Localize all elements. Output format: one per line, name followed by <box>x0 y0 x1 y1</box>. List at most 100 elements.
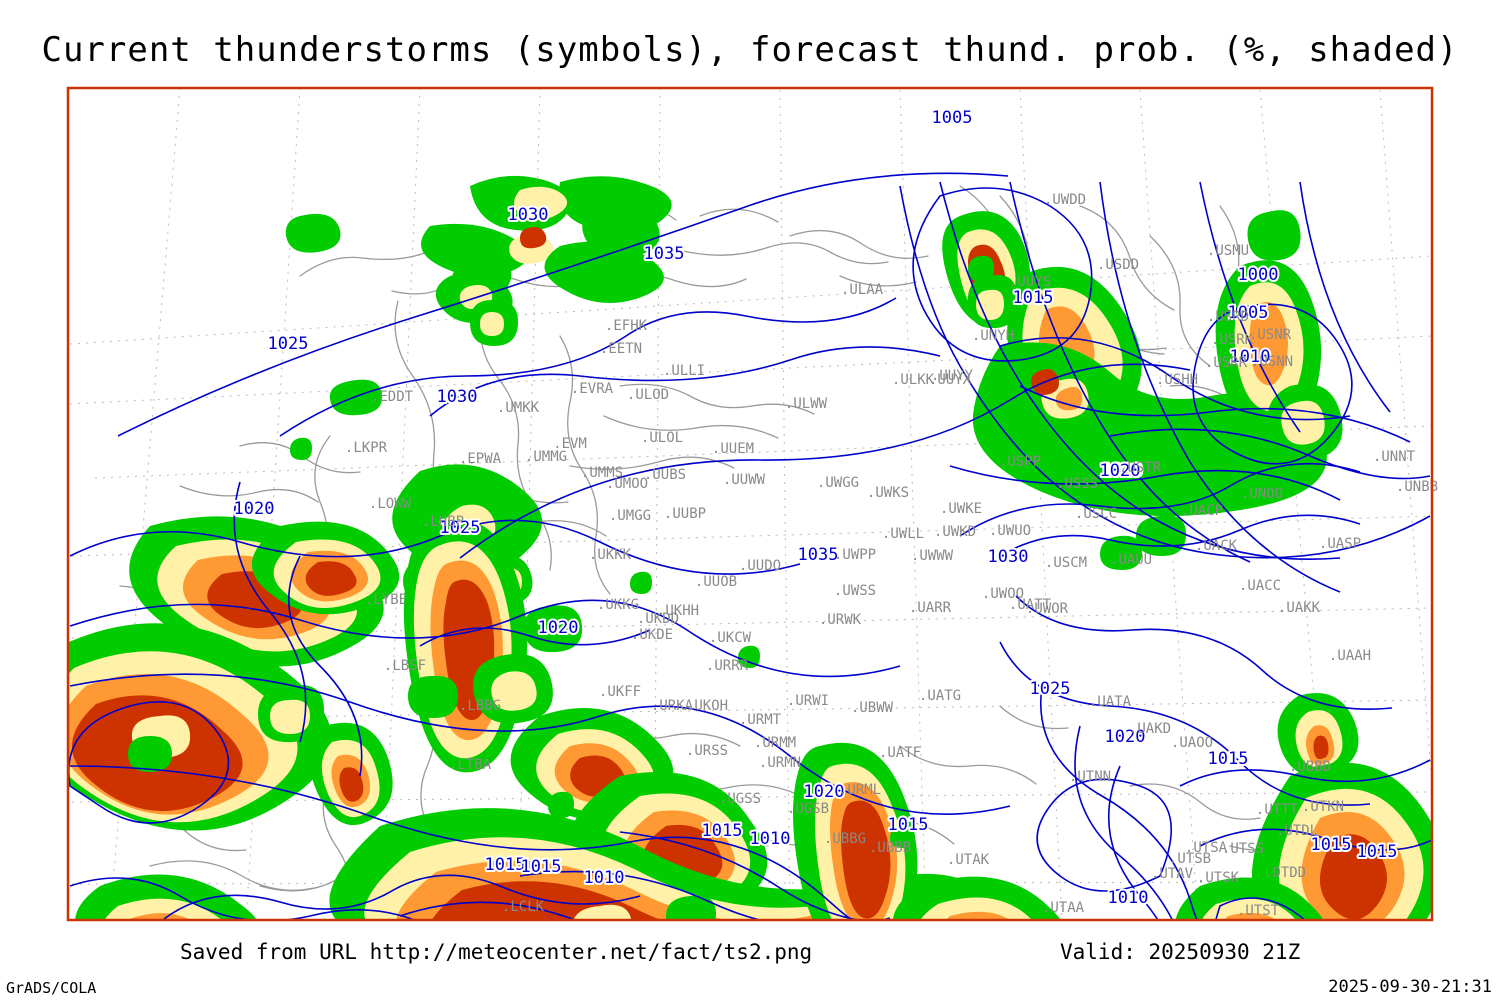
svg-text:.URSS: .URSS <box>686 743 728 759</box>
svg-text:.ULAA: .ULAA <box>841 282 884 298</box>
svg-text:.UTSA: .UTSA <box>1185 840 1228 856</box>
saved-from-url-text: Saved from URL http://meteocenter.net/fa… <box>180 940 813 964</box>
svg-text:1015: 1015 <box>888 815 929 835</box>
station-label: .UACK <box>1195 538 1238 554</box>
svg-text:.LTBA: .LTBA <box>449 757 492 773</box>
svg-text:.USRD: .USRD <box>1207 309 1249 325</box>
svg-text:.LBSF: .LBSF <box>384 658 426 674</box>
station-label: .UBBD <box>1289 759 1331 775</box>
svg-text:.UTTT: .UTTT <box>1256 802 1299 818</box>
station-label: .UASP <box>1319 536 1361 552</box>
svg-text:.ULOD: .ULOD <box>627 387 669 403</box>
svg-text:.UGSS: .UGSS <box>719 791 761 807</box>
station-label: .UTAV <box>1151 866 1194 882</box>
station-label: .OTDD <box>1264 865 1306 881</box>
svg-text:.UNNT: .UNNT <box>1373 449 1416 465</box>
svg-text:.URWK: .URWK <box>819 612 862 628</box>
station-label: .LCLK <box>502 899 545 915</box>
station-label: .UUEM <box>712 441 754 457</box>
svg-text:1010: 1010 <box>750 829 791 849</box>
station-label: .UUYY <box>931 368 974 384</box>
station-label: .LYBE <box>365 592 407 608</box>
svg-text:.UWDD: .UWDD <box>1044 192 1086 208</box>
station-label: .UATA <box>1089 694 1132 710</box>
svg-text:.UATT: .UATT <box>1009 597 1052 613</box>
svg-text:.LCLK: .LCLK <box>502 899 545 915</box>
station-label: .UKFF <box>599 684 641 700</box>
page-title: Current thunderstorms (symbols), forecas… <box>41 30 1459 70</box>
svg-text:1005: 1005 <box>1228 303 1269 323</box>
station-label: .UWPP <box>834 547 876 563</box>
svg-text:1025: 1025 <box>440 518 481 538</box>
svg-text:1015: 1015 <box>1208 749 1249 769</box>
station-label: .UTAK <box>947 852 990 868</box>
svg-text:.ULKK: .ULKK <box>892 372 935 388</box>
station-label: .LTBA <box>449 757 492 773</box>
svg-text:.EPWA: .EPWA <box>459 451 502 467</box>
svg-text:.UMMG: .UMMG <box>525 449 567 465</box>
station-label: .UUWW <box>723 472 766 488</box>
svg-text:.UKDD: .UKDD <box>637 611 679 627</box>
station-label: .URRR <box>706 658 749 674</box>
svg-text:.USCM: .USCM <box>1045 555 1087 571</box>
svg-text:.URWI: .URWI <box>787 693 829 709</box>
svg-text:.EVM: .EVM <box>553 436 587 452</box>
svg-text:.EDDT: .EDDT <box>371 389 414 405</box>
svg-text:.UUDO: .UUDO <box>739 558 781 574</box>
station-label: .UNOO <box>1241 486 1283 502</box>
svg-text:.UTDL: .UTDL <box>1276 823 1318 839</box>
station-label: .EFHK <box>605 318 648 334</box>
svg-text:.UWUO: .UWUO <box>989 523 1031 539</box>
svg-text:.UWOO: .UWOO <box>982 586 1024 602</box>
svg-text:1035: 1035 <box>798 545 839 565</box>
svg-text:.UTAK: .UTAK <box>947 852 990 868</box>
station-label: .UWWW <box>911 548 954 564</box>
svg-text:1020: 1020 <box>1105 727 1146 747</box>
station-label: .UNYH <box>972 328 1014 344</box>
station-label: .UNNT <box>1373 449 1416 465</box>
station-label: .UWLL <box>882 526 924 542</box>
svg-text:1020: 1020 <box>234 499 275 519</box>
station-label: .ULOL <box>641 430 683 446</box>
station-label: .ULKK <box>892 372 935 388</box>
svg-text:.UWKS: .UWKS <box>867 485 909 501</box>
station-label: .UKKG <box>597 597 639 613</box>
svg-text:1020: 1020 <box>1102 461 1143 481</box>
station-label: .UATF <box>879 745 921 761</box>
svg-text:.UAKD: .UAKD <box>1129 721 1171 737</box>
svg-text:.UKKK: .UKKK <box>589 547 632 563</box>
map-svg: 1005100510001000100510051010101010151015… <box>0 86 1500 926</box>
svg-text:1015: 1015 <box>1311 835 1352 855</box>
svg-text:1030: 1030 <box>508 205 549 225</box>
station-label: .UTAA <box>1042 900 1085 916</box>
station-label: .USCC <box>1075 506 1117 522</box>
station-label: .UWDD <box>1044 192 1086 208</box>
svg-text:.UTAA: .UTAA <box>1042 900 1085 916</box>
svg-text:.UWSS: .UWSS <box>834 583 876 599</box>
station-label: .UWSS <box>834 583 876 599</box>
station-label: .UUYS <box>1009 274 1051 290</box>
map-canvas[interactable]: 1005 1005 1000 1000 1005 1005 1010 1010 1015 1015… <box>0 86 1500 926</box>
station-label: .EVRA <box>571 381 614 397</box>
svg-text:.UMKK: .UMKK <box>497 400 540 416</box>
svg-text:.USSS: .USSS <box>1056 476 1098 492</box>
station-label: .UMMS <box>581 465 623 481</box>
svg-text:1010: 1010 <box>1230 347 1271 367</box>
svg-text:.UNYH: .UNYH <box>972 328 1014 344</box>
station-label: .UARR <box>909 600 952 616</box>
station-label: .UKDE <box>631 627 673 643</box>
station-label: .EVM <box>553 436 587 452</box>
station-label: .USCM <box>1045 555 1087 571</box>
svg-text:.USRK: .USRK <box>1211 332 1254 348</box>
svg-text:1020: 1020 <box>804 782 845 802</box>
shade-cluster-caspian-east <box>1175 762 1432 920</box>
